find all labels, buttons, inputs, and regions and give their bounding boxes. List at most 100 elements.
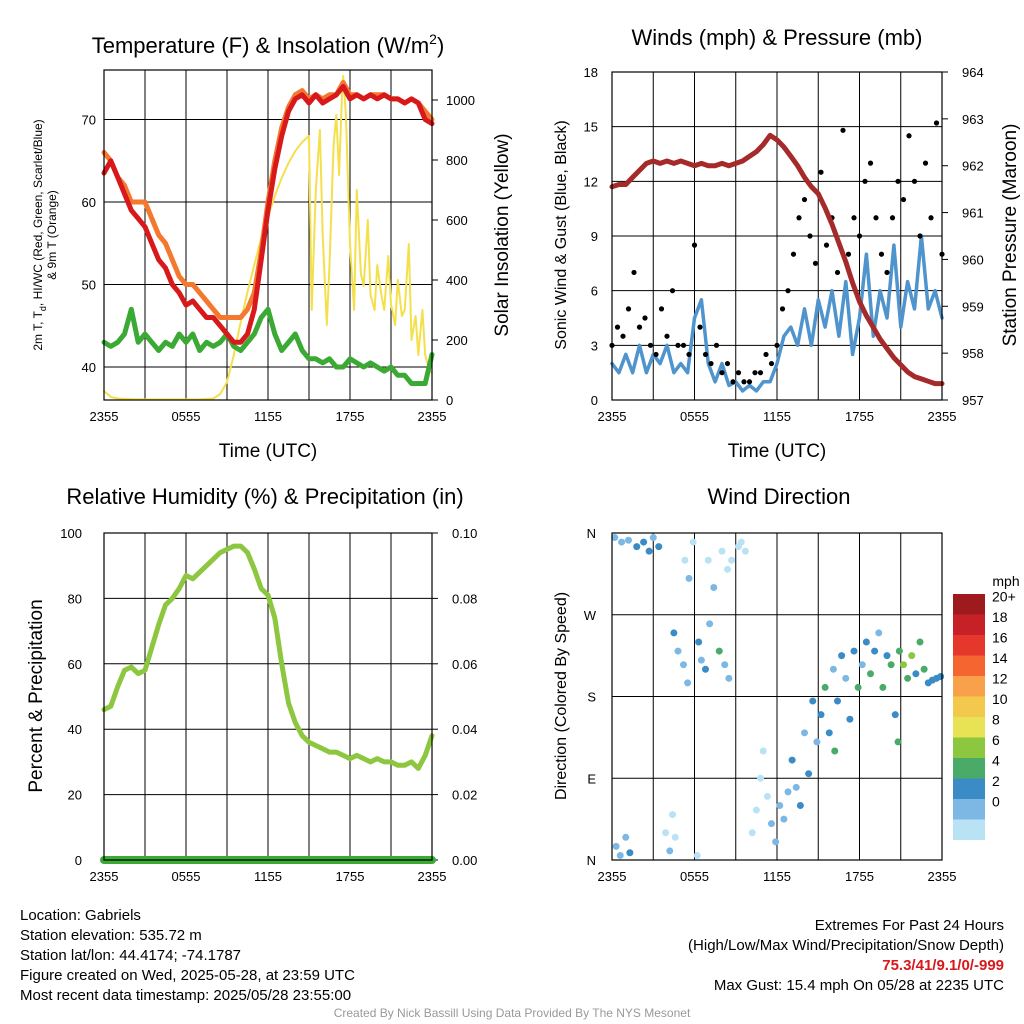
gust-point <box>697 324 703 330</box>
gust-point <box>730 379 736 385</box>
y-axis-label-line2: & 9m T (Orange) <box>45 190 59 280</box>
colorbar-label: 16 <box>992 629 1008 645</box>
direction-point <box>674 647 682 655</box>
direction-point <box>695 638 703 646</box>
x-tick-label: 0555 <box>172 409 201 424</box>
gust-point <box>807 233 813 239</box>
colorbar-label: 6 <box>992 732 1000 748</box>
extremes-info: Extremes For Past 24 Hours (High/Low/Max… <box>688 916 1004 996</box>
direction-point <box>912 670 920 678</box>
y2-tick-label: 961 <box>962 206 984 221</box>
gust-point <box>774 342 780 348</box>
y-tick-label: 40 <box>82 360 96 375</box>
gust-point <box>653 351 659 358</box>
y2-tick-label: 800 <box>446 153 468 168</box>
y2-tick-label: 959 <box>962 299 984 314</box>
direction-point <box>891 711 899 719</box>
direction-point <box>721 661 729 669</box>
y-axis-label: Direction (Colored By Speed) <box>553 592 570 800</box>
colorbar-label: 10 <box>992 691 1008 707</box>
direction-point <box>846 715 854 723</box>
y2-tick-label: 600 <box>446 213 468 228</box>
gust-point <box>757 370 764 376</box>
direction-point <box>616 851 624 859</box>
credit-text: Created By Nick Bassill Using Data Provi… <box>333 1006 691 1020</box>
gust-point <box>895 178 901 184</box>
x-axis-label: Time (UTC) <box>728 441 827 462</box>
direction-point <box>838 652 846 660</box>
direction-point <box>693 851 701 859</box>
gust-point <box>752 370 758 376</box>
y-tick-label: 9 <box>591 229 598 244</box>
direction-point <box>829 665 837 673</box>
colorbar-label: 4 <box>992 752 1000 768</box>
gust-point <box>884 269 890 276</box>
gust-point <box>917 233 923 239</box>
colorbar-label: 2 <box>992 773 1000 789</box>
gust-point <box>801 196 808 203</box>
elevation-text: Station elevation: 535.72 m <box>20 927 202 944</box>
chart-title: Wind Direction <box>707 484 850 509</box>
chart-title: Temperature (F) & Insolation (W/m2) <box>92 31 445 58</box>
gust-point <box>867 160 874 166</box>
gust-point <box>664 333 670 339</box>
x-tick-label: 2355 <box>598 869 627 884</box>
direction-point <box>622 833 630 841</box>
series-line <box>101 543 435 771</box>
chart-title: Relative Humidity (%) & Precipitation (i… <box>66 484 463 509</box>
direction-point <box>680 661 687 669</box>
y-tick-label: 18 <box>584 65 598 80</box>
direction-point <box>702 665 709 673</box>
direction-point <box>684 679 692 687</box>
direction-point <box>788 756 796 764</box>
x-tick-label: 2355 <box>598 409 627 424</box>
y2-tick-label: 958 <box>962 346 984 361</box>
title-superscript: 2 <box>429 31 437 47</box>
colorbar-swatch <box>953 799 985 820</box>
gust-point <box>741 379 747 385</box>
colorbar-swatch <box>953 614 985 635</box>
x-tick-label: 0555 <box>680 869 709 884</box>
y-tick-label: 50 <box>82 278 96 293</box>
direction-point <box>611 534 619 542</box>
y2-tick-label: 960 <box>962 252 984 267</box>
direction-point <box>612 842 620 850</box>
y-label-rest: , HI/WC (Red, Green, Scarlet/Blue) <box>31 119 45 306</box>
colorbar-swatch <box>953 594 985 615</box>
direction-point <box>728 556 736 564</box>
colorbar-swatch <box>953 676 985 697</box>
direction-point <box>937 673 945 681</box>
y-tick-label: E <box>587 771 596 786</box>
chart-title: Winds (mph) & Pressure (mb) <box>632 25 923 50</box>
y2-axis-label: Solar Insolation (Yellow) <box>492 133 513 336</box>
direction-point <box>697 656 705 664</box>
colorbar-label: 14 <box>992 650 1008 666</box>
direction-point <box>871 647 879 655</box>
y-axis-label: Sonic Wind & Gust (Blue, Black) <box>553 120 570 349</box>
direction-point <box>858 661 866 669</box>
x-tick-label: 1155 <box>763 409 791 424</box>
y-axis-label: 2m T, Td, HI/WC (Red, Green, Scarlet/Blu… <box>31 119 48 350</box>
gust-point <box>708 360 714 367</box>
gust-point <box>779 306 786 312</box>
gust-point <box>735 370 742 376</box>
colorbar-label: 8 <box>992 711 1000 727</box>
direction-point <box>805 770 813 778</box>
direction-point <box>887 661 895 669</box>
direction-point <box>715 647 723 655</box>
direction-point <box>908 652 916 660</box>
direction-point <box>825 729 833 737</box>
colorbar-label: 18 <box>992 609 1008 625</box>
direction-point <box>813 738 821 746</box>
gust-point <box>642 315 648 321</box>
y2-tick-label: 1000 <box>446 93 475 108</box>
x-tick-label: 2355 <box>928 409 957 424</box>
y-tick-label: 70 <box>82 113 96 128</box>
direction-point <box>704 556 712 564</box>
y2-tick-label: 0.08 <box>452 591 477 606</box>
direction-point <box>831 747 839 755</box>
gust-point <box>900 196 907 203</box>
y2-tick-label: 0.04 <box>452 722 477 737</box>
colorbar-swatch <box>953 778 985 799</box>
x-tick-label: 1755 <box>845 409 874 424</box>
